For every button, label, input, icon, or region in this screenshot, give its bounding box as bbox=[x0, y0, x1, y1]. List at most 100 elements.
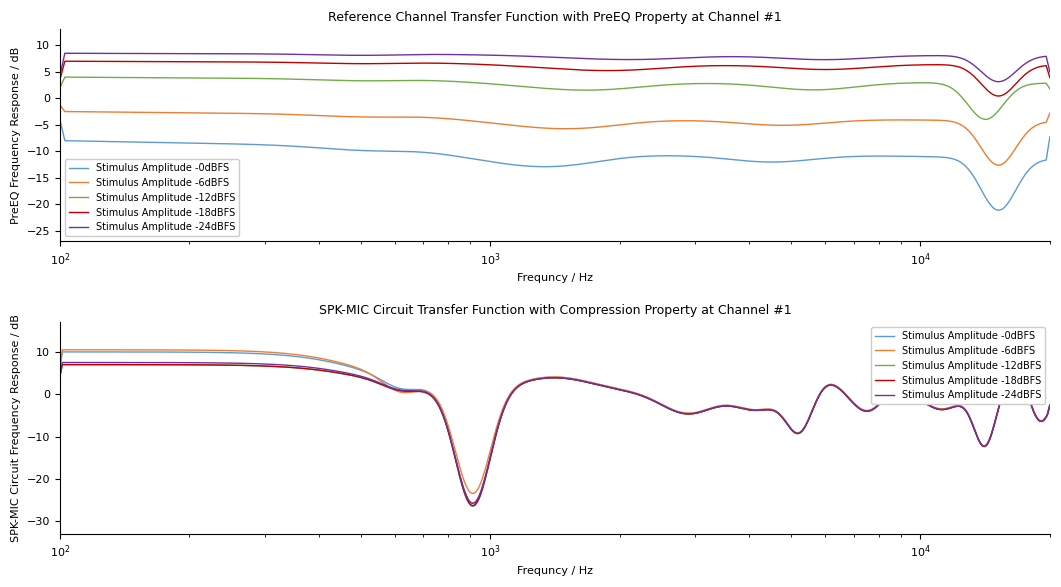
Stimulus Amplitude -6dBFS bbox=[686, 409, 699, 416]
Stimulus Amplitude -0dBFS bbox=[115, 138, 127, 145]
Stimulus Amplitude -0dBFS bbox=[628, 153, 641, 160]
Stimulus Amplitude -6dBFS bbox=[53, 364, 66, 371]
Stimulus Amplitude -6dBFS bbox=[466, 490, 479, 497]
Stimulus Amplitude -0dBFS bbox=[804, 156, 817, 163]
Stimulus Amplitude -24dBFS bbox=[656, 55, 668, 62]
Stimulus Amplitude -24dBFS bbox=[56, 359, 69, 366]
Stimulus Amplitude -0dBFS bbox=[806, 404, 819, 411]
Stimulus Amplitude -18dBFS bbox=[1044, 74, 1057, 81]
Stimulus Amplitude -0dBFS bbox=[1044, 133, 1057, 140]
Title: Reference Channel Transfer Function with PreEQ Property at Channel #1: Reference Channel Transfer Function with… bbox=[328, 11, 782, 24]
Stimulus Amplitude -24dBFS bbox=[466, 500, 479, 507]
Stimulus Amplitude -18dBFS bbox=[907, 62, 920, 69]
Stimulus Amplitude -0dBFS bbox=[657, 402, 669, 409]
Stimulus Amplitude -0dBFS bbox=[116, 349, 128, 356]
Stimulus Amplitude -24dBFS bbox=[631, 391, 644, 398]
Stimulus Amplitude -0dBFS bbox=[53, 365, 66, 372]
Stimulus Amplitude -18dBFS bbox=[53, 76, 66, 83]
Stimulus Amplitude -12dBFS bbox=[629, 84, 642, 91]
Stimulus Amplitude -12dBFS bbox=[1044, 402, 1057, 409]
Stimulus Amplitude -0dBFS bbox=[466, 503, 479, 510]
Stimulus Amplitude -0dBFS bbox=[908, 393, 921, 400]
Stimulus Amplitude -0dBFS bbox=[906, 153, 919, 160]
Stimulus Amplitude -24dBFS bbox=[907, 52, 920, 59]
Stimulus Amplitude -6dBFS bbox=[806, 404, 819, 411]
Stimulus Amplitude -12dBFS bbox=[979, 116, 992, 123]
Stimulus Amplitude -24dBFS bbox=[116, 50, 128, 57]
Stimulus Amplitude -18dBFS bbox=[58, 58, 71, 65]
Stimulus Amplitude -6dBFS bbox=[115, 109, 127, 116]
Stimulus Amplitude -12dBFS bbox=[686, 410, 699, 417]
Stimulus Amplitude -18dBFS bbox=[53, 373, 66, 380]
Stimulus Amplitude -0dBFS bbox=[53, 116, 66, 123]
Stimulus Amplitude -18dBFS bbox=[56, 361, 69, 368]
Stimulus Amplitude -12dBFS bbox=[58, 73, 71, 80]
Stimulus Amplitude -12dBFS bbox=[53, 373, 66, 380]
Y-axis label: SPK-MIC Circuit Frequency Response / dB: SPK-MIC Circuit Frequency Response / dB bbox=[11, 314, 21, 542]
Stimulus Amplitude -0dBFS bbox=[1044, 401, 1057, 408]
Stimulus Amplitude -18dBFS bbox=[993, 93, 1006, 100]
Line: Stimulus Amplitude -24dBFS: Stimulus Amplitude -24dBFS bbox=[59, 53, 1050, 82]
Stimulus Amplitude -12dBFS bbox=[908, 393, 921, 400]
Stimulus Amplitude -6dBFS bbox=[655, 118, 667, 125]
Line: Stimulus Amplitude -12dBFS: Stimulus Amplitude -12dBFS bbox=[59, 77, 1050, 119]
X-axis label: Frequncy / Hz: Frequncy / Hz bbox=[517, 566, 593, 576]
Stimulus Amplitude -24dBFS bbox=[685, 54, 698, 61]
Line: Stimulus Amplitude -0dBFS: Stimulus Amplitude -0dBFS bbox=[59, 120, 1050, 210]
Line: Stimulus Amplitude -6dBFS: Stimulus Amplitude -6dBFS bbox=[59, 105, 1050, 165]
Stimulus Amplitude -0dBFS bbox=[686, 410, 699, 417]
Stimulus Amplitude -6dBFS bbox=[116, 346, 128, 353]
Stimulus Amplitude -24dBFS bbox=[908, 393, 921, 400]
Stimulus Amplitude -12dBFS bbox=[116, 74, 128, 81]
Y-axis label: PreEQ Frequency Response / dB: PreEQ Frequency Response / dB bbox=[11, 47, 21, 224]
Stimulus Amplitude -24dBFS bbox=[686, 410, 699, 417]
Stimulus Amplitude -12dBFS bbox=[53, 84, 66, 91]
Stimulus Amplitude -18dBFS bbox=[466, 502, 479, 509]
Stimulus Amplitude -0dBFS bbox=[684, 153, 697, 160]
Line: Stimulus Amplitude -18dBFS: Stimulus Amplitude -18dBFS bbox=[59, 61, 1050, 96]
Stimulus Amplitude -6dBFS bbox=[631, 390, 644, 397]
Stimulus Amplitude -18dBFS bbox=[806, 405, 819, 412]
Stimulus Amplitude -18dBFS bbox=[116, 58, 128, 65]
Stimulus Amplitude -6dBFS bbox=[1044, 110, 1057, 117]
Stimulus Amplitude -6dBFS bbox=[56, 346, 69, 353]
Stimulus Amplitude -18dBFS bbox=[1044, 402, 1057, 409]
Stimulus Amplitude -18dBFS bbox=[116, 361, 128, 368]
Stimulus Amplitude -0dBFS bbox=[993, 207, 1006, 214]
Stimulus Amplitude -12dBFS bbox=[466, 500, 479, 507]
Stimulus Amplitude -18dBFS bbox=[629, 66, 642, 73]
Stimulus Amplitude -24dBFS bbox=[657, 402, 669, 409]
Stimulus Amplitude -24dBFS bbox=[116, 359, 128, 366]
Stimulus Amplitude -24dBFS bbox=[806, 405, 819, 412]
Stimulus Amplitude -12dBFS bbox=[907, 79, 920, 86]
Stimulus Amplitude -6dBFS bbox=[53, 102, 66, 109]
Stimulus Amplitude -6dBFS bbox=[908, 393, 921, 400]
Stimulus Amplitude -12dBFS bbox=[116, 361, 128, 368]
Line: Stimulus Amplitude -24dBFS: Stimulus Amplitude -24dBFS bbox=[59, 363, 1050, 503]
Stimulus Amplitude -24dBFS bbox=[629, 56, 642, 63]
Stimulus Amplitude -6dBFS bbox=[804, 121, 817, 128]
Stimulus Amplitude -0dBFS bbox=[56, 348, 69, 355]
Stimulus Amplitude -18dBFS bbox=[656, 65, 668, 72]
Stimulus Amplitude -12dBFS bbox=[656, 82, 668, 89]
Stimulus Amplitude -12dBFS bbox=[805, 86, 818, 93]
Stimulus Amplitude -24dBFS bbox=[991, 78, 1004, 85]
Stimulus Amplitude -18dBFS bbox=[908, 393, 921, 400]
Stimulus Amplitude -24dBFS bbox=[805, 56, 818, 63]
Stimulus Amplitude -6dBFS bbox=[906, 116, 919, 123]
Stimulus Amplitude -24dBFS bbox=[1044, 402, 1057, 409]
Line: Stimulus Amplitude -18dBFS: Stimulus Amplitude -18dBFS bbox=[59, 365, 1050, 505]
Line: Stimulus Amplitude -12dBFS: Stimulus Amplitude -12dBFS bbox=[59, 365, 1050, 504]
Stimulus Amplitude -6dBFS bbox=[628, 120, 641, 127]
Stimulus Amplitude -6dBFS bbox=[993, 161, 1006, 168]
Stimulus Amplitude -12dBFS bbox=[657, 402, 669, 409]
Stimulus Amplitude -6dBFS bbox=[684, 117, 697, 124]
Title: SPK-MIC Circuit Transfer Function with Compression Property at Channel #1: SPK-MIC Circuit Transfer Function with C… bbox=[318, 304, 792, 317]
Stimulus Amplitude -24dBFS bbox=[1044, 69, 1057, 76]
Stimulus Amplitude -24dBFS bbox=[58, 50, 71, 57]
Stimulus Amplitude -6dBFS bbox=[657, 402, 669, 409]
Line: Stimulus Amplitude -0dBFS: Stimulus Amplitude -0dBFS bbox=[59, 352, 1050, 507]
Stimulus Amplitude -12dBFS bbox=[685, 80, 698, 87]
Stimulus Amplitude -24dBFS bbox=[53, 72, 66, 79]
Stimulus Amplitude -24dBFS bbox=[53, 372, 66, 379]
